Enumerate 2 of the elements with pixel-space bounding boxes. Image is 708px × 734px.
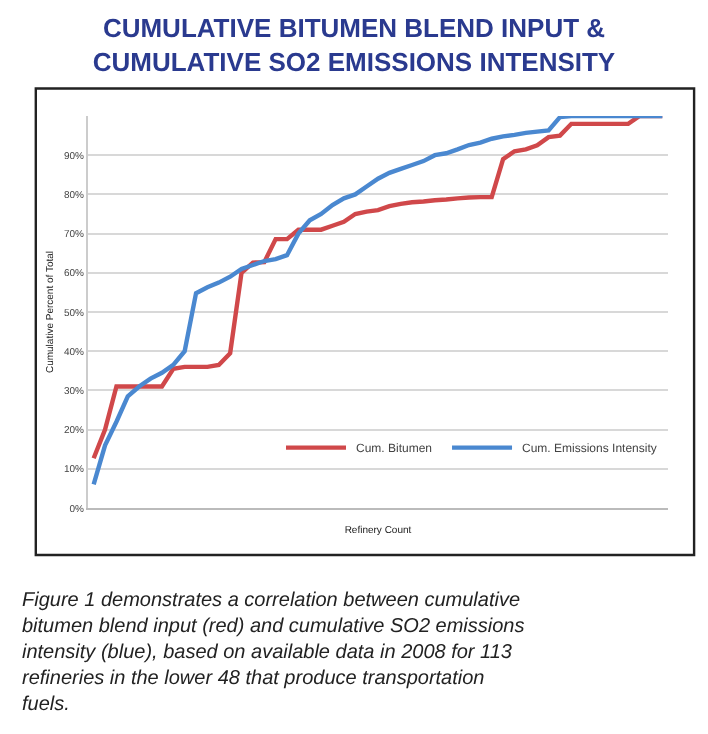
- caption: Figure 1 demonstrates a correlation between cumulative bitumen blend input (red) and cumulative SO2 emissions intensity (blue), based on available data in 2008 for 113 refineries in the lower 48 that produce transportation fuels.: [22, 590, 525, 716]
- chart-title: CUMULATIVE BITUMEN BLEND INPUT & CUMULATIVE SO2 EMISSIONS INTENSITY: [92, 12, 616, 77]
